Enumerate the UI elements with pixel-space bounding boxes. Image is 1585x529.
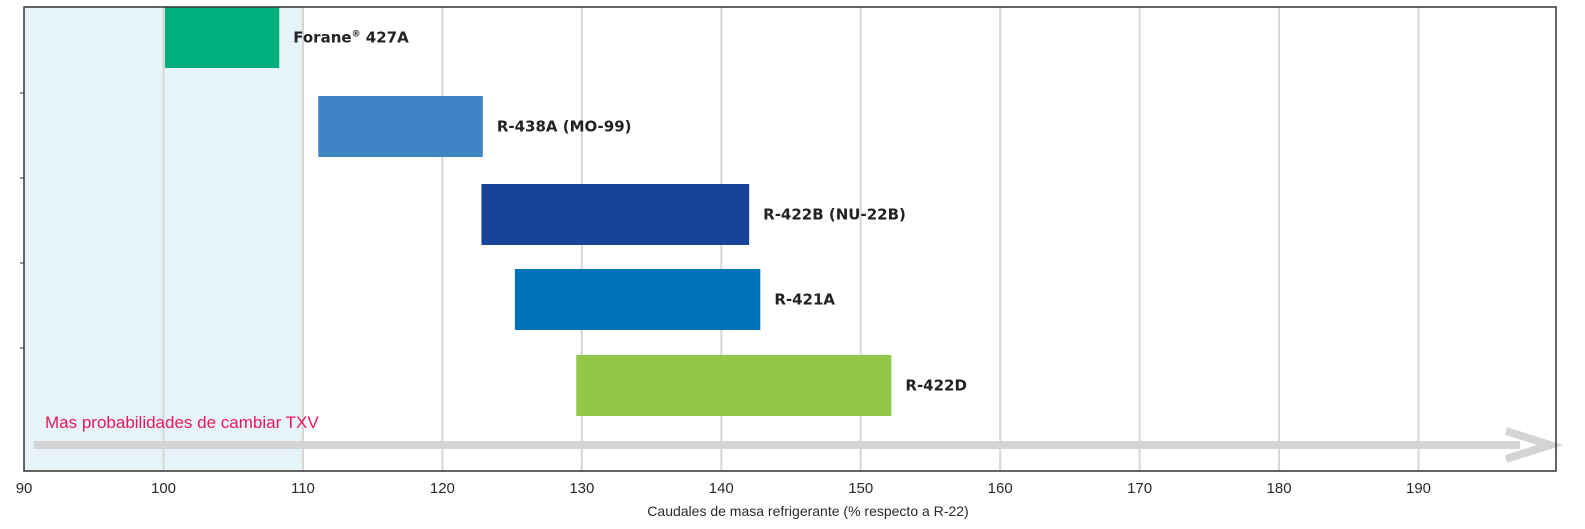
x-tick-label: 100 — [151, 480, 176, 497]
bar-r-438a-mo-99 — [318, 96, 483, 157]
txv-annotation: Mas probabilidades de cambiar TXV — [33, 413, 1564, 463]
bar-r-422d — [576, 355, 892, 416]
x-tick-label: 90 — [16, 480, 33, 497]
txv-note: Mas probabilidades de cambiar TXV — [45, 413, 319, 432]
bar-label: Forane® 427A — [293, 29, 409, 47]
bar-label: R-438A (MO-99) — [497, 118, 632, 136]
x-tick-label: 160 — [988, 480, 1013, 497]
bar-label: R-421A — [774, 291, 835, 309]
arrow-head — [1504, 427, 1564, 463]
x-tick-label: 130 — [569, 480, 594, 497]
x-tick-label: 110 — [291, 480, 315, 497]
x-tick-label: 180 — [1267, 480, 1292, 497]
bar-label: R-422B (NU-22B) — [763, 206, 906, 224]
bars-group: Forane® 427A R-438A (MO-99) R-422B (NU-22B… — [164, 7, 967, 416]
grid-lines — [162, 7, 1420, 471]
x-tick-label: 140 — [709, 480, 734, 497]
x-axis-title: Caudales de masa refrigerante (% respect… — [647, 503, 968, 519]
plot-frame — [23, 6, 1557, 472]
x-tick-label: 170 — [1127, 480, 1152, 497]
bar-forane — [164, 7, 280, 68]
bar-label: R-422D — [905, 377, 967, 395]
x-tick-label: 150 — [848, 480, 873, 497]
x-axis-ticks: 90 100 110 120 130 140 150 160 170 180 190 — [16, 92, 1431, 497]
x-tick-label: 190 — [1406, 480, 1431, 497]
x-tick-label: 120 — [430, 480, 455, 497]
bar-r-421a — [514, 269, 761, 330]
bar-r-422b-nu-22b — [481, 184, 750, 245]
